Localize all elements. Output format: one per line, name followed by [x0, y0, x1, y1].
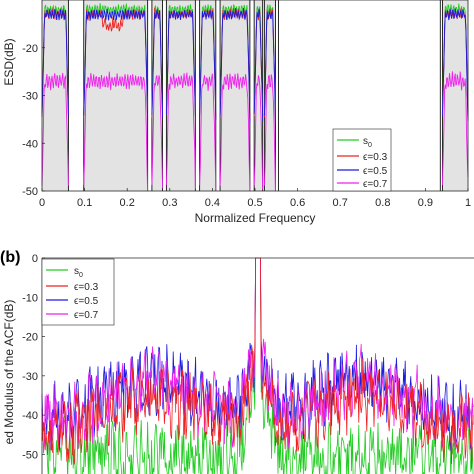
passband-5 — [220, 0, 250, 191]
acf-legend-label-eps07: ϵ=0.7 — [74, 310, 99, 321]
acf-y-tick-label-1: -10 — [22, 292, 38, 304]
passband-4 — [199, 0, 216, 191]
esd-y-tick-label-0: -20 — [22, 43, 38, 55]
esd-x-axis-label: Normalized Frequency — [195, 211, 316, 225]
esd-x-tick-label-2: 0.2 — [120, 197, 135, 209]
acf-y-tick-label-2: -20 — [22, 332, 38, 344]
acf-y-tick-label-4: -40 — [22, 410, 38, 422]
passband-6 — [254, 0, 263, 191]
esd-x-tick-label-7: 0.7 — [333, 197, 348, 209]
acf-legend-s0-name: s — [74, 266, 79, 277]
esd-legend-label-eps07: ϵ=0.7 — [363, 179, 388, 190]
esd-legend-box — [332, 128, 392, 192]
acf-legend-label-eps03: ϵ=0.3 — [74, 282, 99, 293]
acf-y-tick-label-5: -50 — [22, 449, 38, 461]
esd-series-lines — [41, 3, 469, 192]
passband-2 — [151, 0, 163, 191]
acf-y-axis-label: ed Modulus of the ACF(dB) — [2, 300, 16, 445]
acf-legend-label-s0: s0 — [74, 266, 83, 279]
esd-x-tick-label-8: 0.8 — [375, 197, 390, 209]
panel-b-label: (b) — [0, 249, 20, 266]
passband-7 — [264, 0, 276, 191]
passband-0 — [42, 0, 69, 191]
esd-legend-s0-name: s — [363, 136, 368, 147]
esd-x-tick-label-4: 0.4 — [205, 197, 220, 209]
esd-series-3 — [41, 71, 469, 192]
passband-8 — [442, 0, 468, 191]
esd-legend-label-eps05: ϵ=0.5 — [363, 166, 388, 177]
esd-y-tick-label-3: -50 — [22, 186, 38, 198]
esd-y-ticks: -20 -30 -40 -50 — [22, 43, 45, 198]
esd-x-tick-label-0: 0 — [39, 197, 45, 209]
esd-y-tick-label-1: -30 — [22, 91, 38, 103]
esd-x-tick-label-10: 1 — [465, 197, 471, 209]
acf-legend-s0-subscript: 0 — [79, 272, 83, 279]
esd-legend: s0 ϵ=0.3 ϵ=0.5 ϵ=0.7 — [332, 128, 392, 192]
acf-chart: (b) 0 -10 -20 -30 -40 -50 ed Modulus of the A… — [0, 249, 474, 474]
esd-legend-label-s0: s0 — [363, 136, 372, 149]
passband-3 — [166, 0, 196, 191]
esd-legend-label-eps03: ϵ=0.3 — [363, 152, 388, 163]
esd-x-tick-label-5: 0.5 — [247, 197, 262, 209]
acf-y-ticks: 0 -10 -20 -30 -40 -50 — [22, 253, 45, 461]
esd-x-tick-label-3: 0.3 — [162, 197, 177, 209]
esd-x-ticks: 0 0.1 0.2 0.3 0.4 0.5 0.6 0.7 0.8 0.9 1 — [39, 188, 471, 209]
esd-y-axis-label: ESD(dB) — [2, 38, 16, 85]
esd-chart: 0 0.1 0.2 0.3 0.4 0.5 0.6 0.7 0.8 0.9 1 -20-30-40-… — [2, 0, 471, 225]
esd-x-tick-label-6: 0.6 — [290, 197, 305, 209]
acf-y-tick-label-3: -30 — [22, 371, 38, 383]
acf-y-tick-label-0: 0 — [32, 253, 38, 265]
passband-1 — [83, 0, 148, 191]
acf-legend: s0 ϵ=0.3 ϵ=0.5 ϵ=0.7 — [41, 258, 115, 326]
esd-passband-shading — [42, 0, 468, 191]
esd-x-tick-label-9: 0.9 — [418, 197, 433, 209]
esd-series-2 — [41, 7, 469, 124]
acf-legend-label-eps05: ϵ=0.5 — [74, 296, 99, 307]
esd-y-tick-label-2: -40 — [22, 138, 38, 150]
esd-legend-s0-subscript: 0 — [368, 142, 372, 149]
esd-x-tick-label-1: 0.1 — [77, 197, 92, 209]
